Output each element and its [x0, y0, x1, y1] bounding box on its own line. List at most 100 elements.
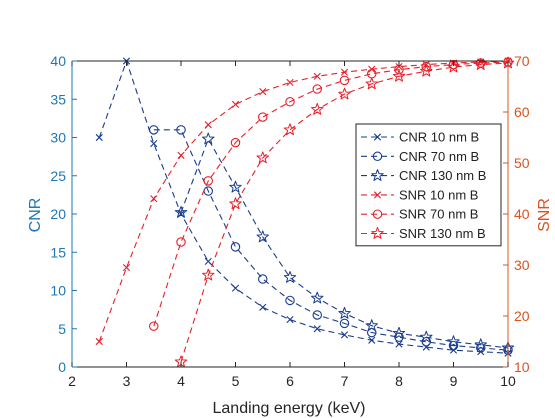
data-point	[313, 72, 321, 80]
data-point	[149, 125, 159, 135]
legend-marker	[372, 151, 383, 162]
data-point	[286, 315, 294, 324]
x-axis-title: Landing energy (keV)	[213, 400, 366, 417]
y-right-tick-label: 30	[514, 257, 530, 273]
y-right-tick-label: 70	[514, 53, 530, 69]
data-point	[395, 340, 403, 348]
data-point	[149, 321, 159, 331]
data-point	[474, 338, 487, 351]
data-point	[420, 330, 433, 343]
data-point	[257, 112, 268, 122]
data-point	[448, 59, 459, 70]
data-point	[392, 326, 406, 339]
legend-label: SNR 10 nm B	[399, 187, 478, 202]
y-right-tick-label: 60	[514, 104, 530, 120]
legend-label: SNR 130 nm B	[399, 226, 486, 241]
legend-marker	[372, 209, 383, 219]
x-tick-label: 10	[500, 373, 516, 389]
legend-item: CNR 10 nm B	[361, 130, 479, 145]
data-point	[283, 271, 297, 283]
legend-label: SNR 70 nm B	[399, 207, 478, 222]
data-point	[447, 60, 460, 73]
data-point	[474, 58, 487, 70]
legend: CNR 10 nm B CNR 70 nm B CNR 130 nm B SNR 10…	[355, 123, 502, 247]
data-point	[176, 125, 186, 135]
data-point	[477, 58, 485, 66]
data-point	[259, 303, 267, 311]
data-point	[229, 180, 242, 193]
x-tick-label: 3	[123, 373, 131, 389]
series-line	[180, 62, 509, 363]
data-point	[395, 63, 403, 71]
series-line	[98, 59, 509, 354]
data-point	[204, 121, 212, 129]
data-point	[448, 340, 459, 351]
y-left-tick-label: 20	[50, 206, 66, 222]
data-point	[283, 123, 297, 136]
data-point	[313, 325, 321, 333]
legend-marker	[371, 169, 384, 181]
data-point	[311, 291, 324, 304]
legend-item: SNR 70 nm B	[361, 207, 478, 222]
data-point	[256, 230, 269, 243]
data-point	[174, 205, 188, 218]
x-tick-label: 9	[450, 373, 458, 389]
data-point	[177, 151, 185, 159]
y-left-tick-label: 5	[58, 321, 66, 337]
data-point	[176, 237, 186, 247]
data-point	[312, 310, 322, 320]
legend-marker	[373, 191, 382, 199]
axes-layer: 2 3 4 5 6 7 8 9 10 0 5 10 15 20 25 30 35 40 10 20 30 40 50 60 70	[50, 53, 529, 389]
x-tick-label: 6	[286, 373, 294, 389]
data-point	[365, 77, 378, 90]
data-point	[150, 195, 158, 203]
y-right-tick-label: 10	[514, 359, 530, 375]
legend-item: CNR 130 nm B	[361, 168, 486, 183]
legend-label: CNR 130 nm B	[399, 168, 486, 183]
data-point	[365, 319, 378, 332]
legend-label: CNR 10 nm B	[399, 130, 479, 145]
data-point	[230, 242, 241, 252]
data-point	[257, 274, 268, 284]
data-point	[204, 257, 212, 266]
x-tick-label: 4	[177, 373, 185, 389]
data-point	[202, 268, 215, 281]
y-right-tick-label: 40	[514, 206, 530, 222]
y-left-tick-label: 0	[58, 359, 66, 375]
data-point	[202, 132, 215, 145]
y-left-tick-label: 10	[50, 283, 66, 299]
x-tick-label: 2	[68, 373, 76, 389]
y-right-tick-label: 50	[514, 155, 530, 171]
legend-item: CNR 70 nm B	[361, 149, 479, 164]
data-point	[230, 137, 241, 148]
data-point	[338, 306, 351, 319]
x-tick-label: 7	[341, 373, 349, 389]
series-layer	[95, 56, 515, 368]
data-point	[311, 102, 324, 115]
y-right-tick-label: 20	[514, 308, 530, 324]
data-point	[122, 263, 131, 272]
y-axis-right-title: SNR	[536, 198, 553, 232]
data-point	[368, 336, 376, 344]
data-point	[285, 97, 295, 107]
y-axis-left-title: CNR	[27, 198, 44, 233]
data-point	[338, 87, 351, 100]
data-point	[231, 100, 240, 108]
data-point	[392, 69, 406, 82]
data-point	[150, 140, 158, 148]
data-point	[95, 133, 103, 142]
data-point	[447, 335, 460, 348]
data-point	[229, 197, 242, 210]
y-left-tick-label: 40	[50, 53, 66, 69]
data-point	[231, 284, 240, 292]
data-point	[312, 84, 322, 94]
series-line	[98, 60, 509, 342]
x-tick-label: 8	[395, 373, 403, 389]
data-point	[203, 176, 214, 186]
data-point	[340, 68, 349, 76]
data-point	[339, 318, 350, 329]
legend-marker	[371, 227, 384, 239]
data-point	[340, 331, 349, 339]
y-left-tick-label: 15	[50, 244, 66, 260]
